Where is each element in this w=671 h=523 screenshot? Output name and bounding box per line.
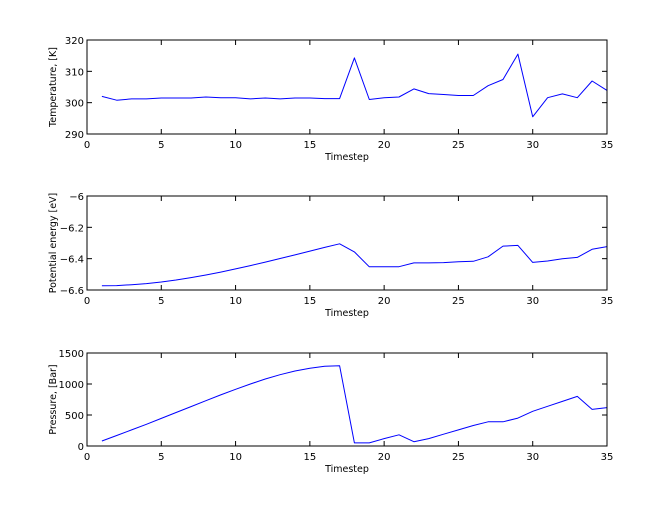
x-tick-label: 5 bbox=[158, 452, 164, 463]
x-tick-label: 0 bbox=[84, 452, 90, 463]
y-tick-label: −6 bbox=[69, 192, 84, 203]
x-tick-label: 25 bbox=[452, 452, 465, 463]
x-tick-label: 25 bbox=[452, 140, 465, 151]
x-tick-label: 20 bbox=[378, 296, 391, 307]
y-tick-label: 1000 bbox=[59, 380, 84, 391]
potential-energy-line bbox=[101, 243, 608, 287]
x-tick-label: 10 bbox=[229, 140, 242, 151]
y-tick-label: 310 bbox=[65, 67, 84, 78]
temperature-subplot: 0 5 10 15 20 25 30 35 290 300 310 320 Timestep Temper… bbox=[48, 36, 613, 163]
x-tick-label: 30 bbox=[526, 296, 539, 307]
x-tick-label: 20 bbox=[378, 140, 391, 151]
y-tick-label: −6.2 bbox=[60, 223, 84, 234]
x-tick-label: 15 bbox=[303, 296, 316, 307]
x-tick-label: 15 bbox=[303, 452, 316, 463]
x-tick-label: 5 bbox=[158, 140, 164, 151]
y-tick-label: 320 bbox=[65, 36, 84, 47]
x-tick-label: 5 bbox=[158, 296, 164, 307]
x-tick-label: 0 bbox=[84, 140, 90, 151]
potential-energy-subplot: 0 5 10 15 20 25 30 35 −6.6 −6.4 −6.2 −6 Timestep Pote… bbox=[48, 192, 613, 319]
y-tick-label: −6.4 bbox=[60, 255, 84, 266]
x-tick-label: 25 bbox=[452, 296, 465, 307]
temperature-line bbox=[101, 53, 608, 118]
pressure-ylabel: Pressure, [Bar] bbox=[48, 364, 59, 434]
y-tick-label: 0 bbox=[78, 442, 84, 453]
x-tick-label: 20 bbox=[378, 452, 391, 463]
temperature-xlabel: Timestep bbox=[324, 152, 369, 163]
pressure-axes-box bbox=[86, 352, 608, 447]
x-tick-label: 35 bbox=[601, 296, 614, 307]
y-tick-label: 500 bbox=[65, 411, 84, 422]
temperature-ylabel: Temperature, [K] bbox=[48, 47, 59, 128]
potential-energy-xlabel: Timestep bbox=[324, 308, 369, 319]
y-tick-label: 290 bbox=[65, 130, 84, 141]
pressure-xlabel: Timestep bbox=[324, 464, 369, 475]
potential-energy-ylabel: Potential energy [eV] bbox=[48, 193, 59, 294]
pressure-subplot: 0 5 10 15 20 25 30 35 0 500 1000 1500 Timestep Pressu… bbox=[48, 349, 613, 475]
x-tick-label: 0 bbox=[84, 296, 90, 307]
potential-energy-axes-box bbox=[86, 195, 608, 291]
temperature-axes-box bbox=[86, 39, 608, 135]
x-tick-label: 30 bbox=[526, 140, 539, 151]
x-tick-label: 30 bbox=[526, 452, 539, 463]
y-tick-label: −6.6 bbox=[60, 286, 84, 297]
y-tick-label: 300 bbox=[65, 99, 84, 110]
x-tick-label: 35 bbox=[601, 140, 614, 151]
x-tick-label: 35 bbox=[601, 452, 614, 463]
y-tick-label: 1500 bbox=[59, 349, 84, 360]
pressure-line bbox=[101, 365, 608, 444]
x-tick-label: 10 bbox=[229, 452, 242, 463]
x-tick-label: 10 bbox=[229, 296, 242, 307]
x-tick-label: 15 bbox=[303, 140, 316, 151]
